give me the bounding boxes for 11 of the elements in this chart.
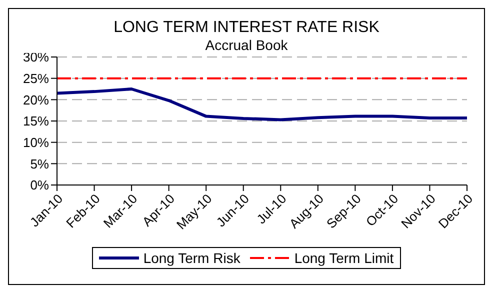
legend-label: Long Term Limit <box>293 250 394 266</box>
chart-subtitle: Accrual Book <box>205 37 288 53</box>
y-tick-label: 25% <box>22 70 50 86</box>
chart-title: LONG TERM INTEREST RATE RISK <box>112 19 380 37</box>
y-tick-label: 10% <box>22 134 50 150</box>
y-tick-label: 15% <box>22 114 50 129</box>
y-tick-label: 0% <box>30 178 50 193</box>
line-series <box>56 88 468 122</box>
legend-label: Long Term Risk <box>142 250 240 266</box>
y-tick-label: 20% <box>22 92 50 108</box>
y-tick-label: 5% <box>30 156 50 172</box>
